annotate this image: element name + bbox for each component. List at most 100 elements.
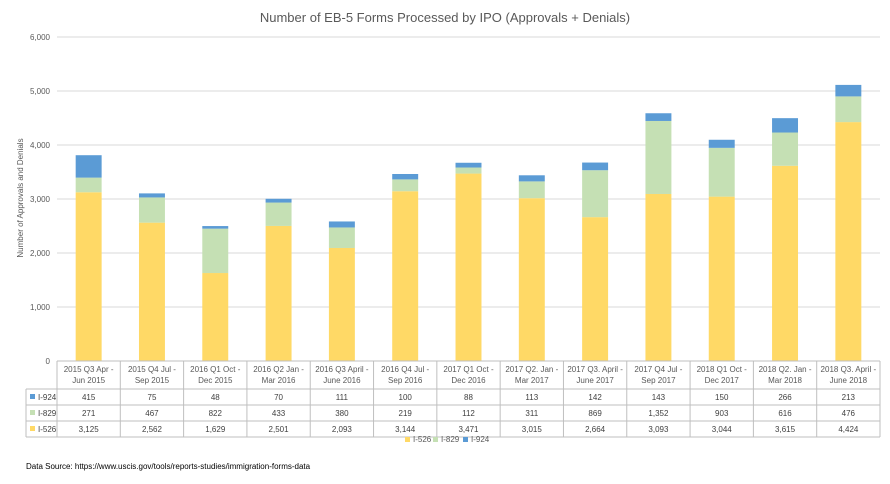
bar-i-526-7	[455, 173, 482, 361]
table-cell-value: 3,093	[648, 425, 669, 434]
table-cell-value: 2,501	[269, 425, 290, 434]
bar-i-924-9	[582, 162, 609, 171]
bar-i-526-9	[582, 217, 609, 361]
legend-swatch-i-829	[433, 437, 438, 442]
bar-i-829-13	[835, 96, 862, 123]
table-cell-value: 3,015	[522, 425, 543, 434]
table-cell-value: 219	[399, 409, 413, 418]
table-series-label: I-924	[38, 393, 57, 402]
bar-i-924-2	[138, 193, 165, 198]
x-category-label: Mar 2017	[515, 376, 549, 385]
table-cell-value: 433	[272, 409, 286, 418]
x-category-label: 2016 Q1 Oct -	[190, 365, 241, 374]
y-tick-label: 5,000	[30, 87, 51, 96]
table-cell-value: 143	[652, 393, 666, 402]
bar-i-924-12	[772, 118, 799, 133]
bar-i-829-1	[75, 177, 102, 193]
x-category-label: 2017 Q2. Jan -	[505, 365, 558, 374]
data-table: 2015 Q3 Apr - Jun 2015 2015 Q4 Jul - Sep 20…	[25, 360, 881, 438]
bar-i-829-9	[582, 170, 609, 218]
table-cell-value: 3,471	[458, 425, 479, 434]
table-cell-value: 467	[145, 409, 159, 418]
table-cell-value: 111	[336, 393, 349, 402]
bar-i-829-2	[138, 197, 165, 223]
y-tick-label: 3,000	[30, 195, 51, 204]
bar-i-829-7	[455, 167, 482, 174]
table-cell-value: 150	[715, 393, 729, 402]
bar-i-924-4	[265, 198, 292, 203]
x-category-label: 2018 Q3. April -	[821, 365, 877, 374]
bar-i-924-8	[518, 175, 545, 182]
x-category-label: Jun 2015	[72, 376, 105, 385]
table-cell-value: 271	[82, 409, 96, 418]
x-category-label: Sep 2015	[135, 376, 170, 385]
x-category-label: 2018 Q1 Oct -	[697, 365, 748, 374]
legend-label-i-829: I-829	[441, 435, 460, 444]
bars	[75, 84, 862, 361]
x-category-label: Dec 2015	[198, 376, 233, 385]
x-category-label: 2015 Q4 Jul -	[128, 365, 176, 374]
table-cell-value: 48	[211, 393, 220, 402]
bar-i-924-5	[328, 221, 355, 228]
x-category-label: June 2016	[323, 376, 361, 385]
table-cell-value: 113	[525, 393, 538, 402]
table-cell-value: 1,352	[648, 409, 669, 418]
x-category-label: 2017 Q4 Jul -	[634, 365, 682, 374]
table-legend-key	[30, 410, 35, 415]
table-cell-value: 213	[842, 393, 856, 402]
x-category-label: 2015 Q3 Apr -	[64, 365, 114, 374]
bar-i-526-3	[202, 273, 229, 361]
y-tick-label: 0	[46, 357, 51, 366]
bar-i-526-10	[645, 193, 672, 361]
bar-i-924-3	[202, 226, 229, 229]
table-cell-value: 3,125	[79, 425, 100, 434]
table-legend-key	[30, 394, 35, 399]
table-cell-value: 88	[464, 393, 473, 402]
bar-i-829-12	[772, 132, 799, 166]
y-axis-label: Number of Approvals and Denials	[16, 138, 25, 257]
table-cell-value: 4,424	[838, 425, 859, 434]
y-tick-label: 4,000	[30, 141, 51, 150]
table-cell-value: 266	[778, 393, 792, 402]
y-axis-ticks: 0 1,000 2,000 3,000 4,000 5,000 6,000	[30, 33, 51, 366]
bar-i-924-10	[645, 113, 672, 121]
bar-i-526-13	[835, 122, 862, 361]
x-category-label: June 2018	[830, 376, 868, 385]
table-cell-value: 1,629	[205, 425, 226, 434]
bar-i-526-12	[772, 165, 799, 361]
x-category-label: 2016 Q2 Jan -	[253, 365, 304, 374]
x-category-label: Sep 2016	[388, 376, 423, 385]
x-category-label: Dec 2016	[451, 376, 486, 385]
table-cell-value: 2,562	[142, 425, 163, 434]
legend: I-526 I-829 I-924	[405, 435, 490, 444]
bar-i-924-11	[708, 139, 735, 148]
legend-label-i-526: I-526	[413, 435, 432, 444]
table-cell-value: 75	[148, 393, 157, 402]
table-cell-value: 476	[842, 409, 856, 418]
table-cell-value: 380	[335, 409, 349, 418]
table-cell-value: 70	[274, 393, 283, 402]
table-legend-key	[30, 426, 35, 431]
y-tick-label: 2,000	[30, 249, 51, 258]
bar-i-526-2	[138, 222, 165, 361]
table-cell-value: 869	[588, 409, 602, 418]
bar-i-526-5	[328, 247, 355, 361]
table-cell-value: 112	[462, 409, 475, 418]
bar-i-829-6	[392, 179, 419, 192]
bar-i-526-11	[708, 196, 735, 361]
table-cell-value: 616	[778, 409, 792, 418]
table-series-label: I-829	[38, 409, 57, 418]
chart-title: Number of EB-5 Forms Processed by IPO (A…	[260, 10, 630, 25]
bar-i-924-13	[835, 84, 862, 97]
x-category-label: June 2017	[576, 376, 614, 385]
x-category-label: 2016 Q3 April -	[315, 365, 369, 374]
bar-i-829-4	[265, 202, 292, 226]
x-category-label: Mar 2016	[262, 376, 296, 385]
legend-swatch-i-526	[405, 437, 410, 442]
x-category-label: Mar 2018	[768, 376, 802, 385]
table-cell-value: 2,093	[332, 425, 353, 434]
bar-i-924-1	[75, 155, 102, 178]
x-category-label: Dec 2017	[705, 376, 740, 385]
data-source-note: Data Source: https://www.uscis.gov/tools…	[26, 462, 311, 471]
y-tick-label: 6,000	[30, 33, 51, 42]
